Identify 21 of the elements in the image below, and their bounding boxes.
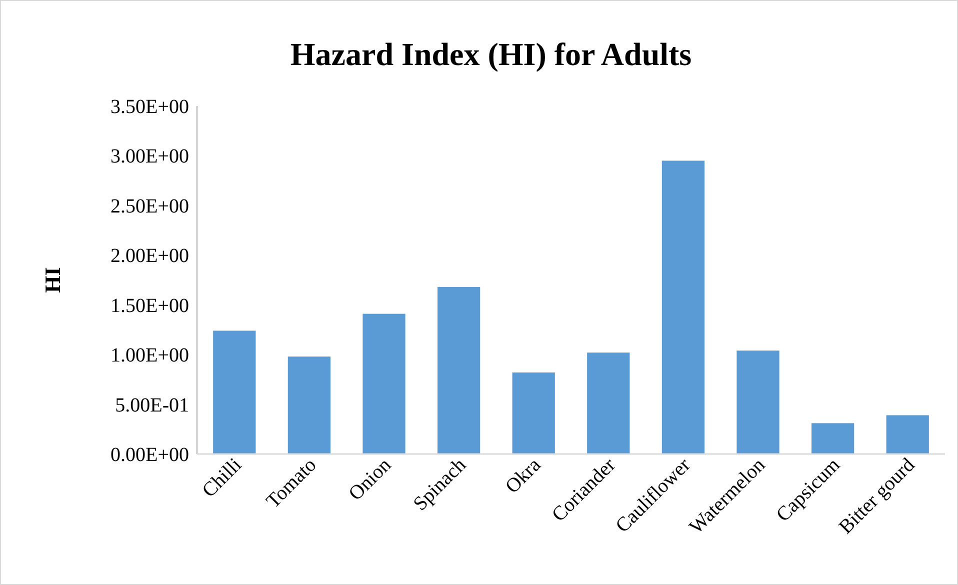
x-tick-label: Okra <box>501 454 546 498</box>
y-tick-label: 3.50E+00 <box>110 96 189 118</box>
y-tick-label: 1.00E+00 <box>110 344 189 367</box>
chart-title: Hazard Index (HI) for Adults <box>290 36 692 72</box>
y-tick-label: 5.00E-01 <box>115 394 189 416</box>
y-axis-title: HI <box>40 267 65 293</box>
bar <box>886 415 929 454</box>
bar <box>587 352 630 454</box>
y-tick-label: 0.00E+00 <box>110 444 189 466</box>
bar <box>362 314 406 454</box>
y-tick-label: 2.50E+00 <box>110 195 189 218</box>
bar <box>662 160 705 454</box>
bar <box>213 330 256 454</box>
bar <box>811 423 854 454</box>
y-tick-label: 3.00E+00 <box>110 146 189 168</box>
bar <box>736 350 780 454</box>
bar <box>288 356 331 454</box>
bar <box>437 286 480 454</box>
y-tick-label: 2.00E+00 <box>110 245 189 268</box>
bar <box>512 372 555 454</box>
y-tick-label: 1.50E+00 <box>110 294 189 317</box>
